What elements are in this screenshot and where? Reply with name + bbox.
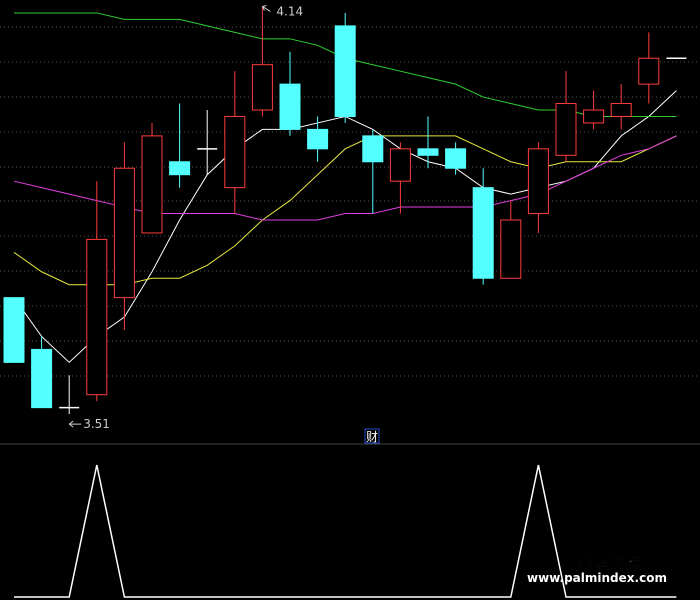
indicator-title: 财 <box>366 430 378 444</box>
candle-body <box>31 348 53 409</box>
candle-body <box>307 128 329 150</box>
candle-body <box>445 148 467 169</box>
candle-body <box>500 219 522 279</box>
candle-body <box>472 187 494 279</box>
candle-body <box>224 115 246 189</box>
candle-body <box>86 238 108 396</box>
candle-body <box>251 64 273 111</box>
candle-body <box>583 109 605 124</box>
candle-body <box>417 148 439 156</box>
indicator-line <box>14 464 677 598</box>
indicator-box <box>364 428 380 444</box>
max-label: 4.14 <box>276 4 303 18</box>
max-arrow <box>261 4 271 12</box>
candle-body <box>141 135 163 234</box>
candle-body <box>279 83 301 130</box>
candle-body <box>113 167 135 299</box>
watermark-url: www.palmindex.com <box>527 571 667 585</box>
candle-body <box>555 103 577 156</box>
watermark-title: 掌 上 指 标 <box>580 555 641 570</box>
min-label: 3.51 <box>83 417 110 431</box>
candle-body <box>527 148 549 215</box>
candle-body <box>610 103 632 117</box>
candle-body <box>638 57 660 85</box>
min-arrow <box>68 420 82 428</box>
candle-body <box>334 25 356 117</box>
candle-body <box>169 161 191 176</box>
candle-body <box>389 148 411 182</box>
candle-body <box>362 135 384 163</box>
candle-body <box>3 297 25 363</box>
